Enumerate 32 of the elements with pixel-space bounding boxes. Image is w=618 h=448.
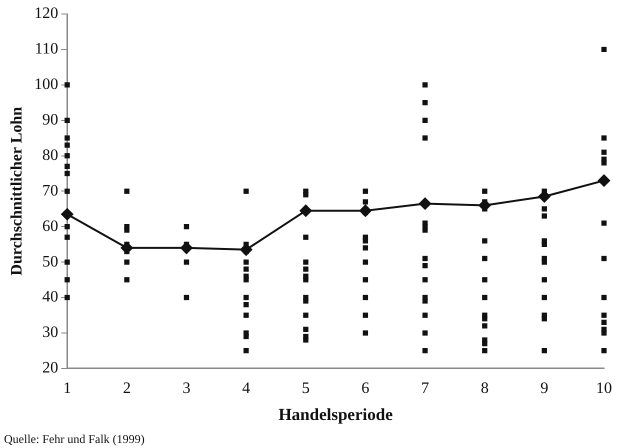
y-tick-label: 20 [42, 360, 58, 377]
x-tick-label: 9 [540, 380, 548, 398]
y-tick-label: 30 [42, 324, 58, 342]
point [300, 204, 312, 217]
y-tick-label: 100 [34, 76, 58, 94]
x-tick-label: 7 [421, 380, 430, 398]
point [478, 199, 491, 212]
point [598, 174, 610, 187]
point [419, 198, 432, 210]
x-tick-label: 5 [302, 380, 310, 398]
y-tick-label: 80 [42, 146, 58, 164]
y-tick-label: 110 [34, 40, 58, 58]
x-tick-label: 4 [242, 380, 250, 398]
y-tick-label: 90 [42, 112, 58, 129]
point [180, 242, 192, 254]
x-axis-title: Handelsperiode [278, 405, 394, 424]
x-tick-label: 10 [596, 380, 612, 398]
source-note: Quelle: Fehr und Falk (1999) [4, 432, 145, 446]
x-tick-label: 3 [182, 380, 190, 398]
y-tick-label: 50 [42, 253, 58, 270]
point [61, 208, 74, 220]
y-axis-title: Durchschnittlicher Lohn [8, 106, 26, 276]
point [359, 204, 372, 217]
point [120, 242, 133, 254]
y-tick-label: 120 [34, 5, 58, 22]
y-tick-label: 70 [42, 182, 58, 200]
x-tick-label: 1 [63, 380, 72, 398]
x-tick-label: 8 [480, 380, 489, 398]
x-tick-label: 6 [361, 380, 370, 398]
x-tick-label: 2 [122, 380, 131, 398]
y-tick-label: 60 [42, 218, 58, 235]
y-tick-label: 40 [42, 288, 58, 306]
